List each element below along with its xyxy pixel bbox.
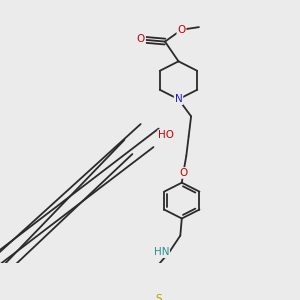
Text: N: N — [175, 94, 182, 104]
Text: O: O — [137, 34, 145, 44]
Text: S: S — [155, 294, 162, 300]
Text: O: O — [179, 168, 188, 178]
Text: HO: HO — [158, 130, 174, 140]
Text: O: O — [177, 25, 186, 35]
Text: HN: HN — [154, 247, 169, 257]
